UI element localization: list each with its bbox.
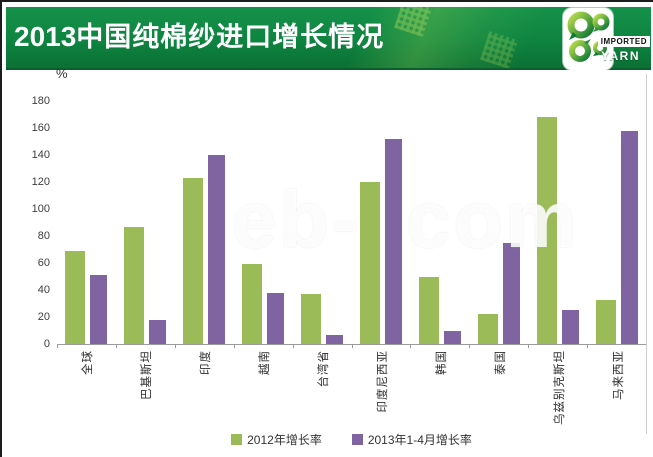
title-text: 中国纯棉纱进口增长情况 (76, 22, 385, 52)
bar-series-0 (418, 276, 439, 344)
bar-group: 印度 (175, 74, 234, 375)
legend-item: 2013年1-4月增长率 (351, 431, 472, 448)
bar-series-1 (90, 275, 108, 344)
bar-series-1 (561, 310, 579, 344)
y-tick-label: 60 (37, 257, 50, 270)
bar-series-1 (620, 130, 638, 344)
legend-item: 2012年增长率 (231, 431, 322, 448)
banner-stripe-decoration (291, 7, 591, 68)
bar-series-0 (301, 294, 322, 344)
legend-swatch-icon (351, 434, 363, 445)
x-category-label: 台湾省 (318, 350, 331, 388)
y-tick-label: 40 (37, 284, 50, 297)
bar-series-0 (477, 314, 498, 344)
bar-series-1 (208, 155, 226, 344)
bar-series-0 (595, 299, 616, 344)
imported-yarn-logo: IMPORTED YARN (563, 8, 650, 71)
x-category-label: 乌兹别克斯坦 (553, 350, 566, 425)
bar-series-0 (65, 250, 86, 344)
bar-group: 巴基斯坦 (116, 74, 175, 400)
axis-tick (233, 344, 235, 348)
axis-tick (174, 344, 176, 348)
y-tick-label: 140 (31, 149, 50, 162)
bar-group: 台湾省 (293, 74, 352, 388)
x-category-label: 韩国 (435, 350, 448, 375)
plot-groups: 全球 巴基斯坦 印度 越南 台湾省 印度尼西亚 韩国 泰国 乌兹别克斯坦 马来西亚 (57, 74, 646, 425)
y-axis-unit-label: % (56, 66, 68, 81)
y-tick-label: 120 (31, 176, 50, 189)
bar-series-1 (384, 139, 402, 344)
axis-tick (292, 344, 294, 348)
bar-series-1 (443, 330, 461, 344)
title-year: 2013 (14, 21, 77, 52)
bar-series-0 (124, 226, 145, 344)
logo-imported-label: IMPORTED (597, 36, 650, 47)
bar-group: 全球 (57, 74, 116, 375)
y-tick-label: 100 (31, 203, 50, 216)
x-category-label: 印度尼西亚 (376, 350, 389, 413)
logo-yarn-label: YARN (601, 49, 640, 63)
axis-tick (587, 344, 589, 348)
y-axis-labels: 0 20 40 60 80 100 120 140 160 180 (2, 74, 50, 350)
legend: 2012年增长率 2013年1-4月增长率 (57, 431, 646, 448)
axis-tick (528, 344, 530, 348)
bar-group: 乌兹别克斯坦 (528, 74, 587, 425)
bar-series-0 (242, 264, 263, 344)
axis-tick (351, 344, 353, 348)
page-title: 2013中国纯棉纱进口增长情况 (14, 7, 384, 66)
axis-tick (410, 344, 412, 348)
bar-series-0 (183, 178, 204, 344)
bar-series-0 (536, 117, 557, 344)
bar-group: 越南 (234, 74, 293, 375)
x-category-label: 越南 (259, 350, 272, 375)
legend-label: 2012年增长率 (247, 433, 322, 447)
x-axis-ticks (57, 344, 647, 348)
plot-area: 全球 巴基斯坦 印度 越南 台湾省 印度尼西亚 韩国 泰国 乌兹别克斯坦 马来西亚 (57, 74, 647, 425)
y-tick-label: 20 (37, 311, 50, 324)
bar-series-1 (149, 319, 167, 344)
bar-series-1 (267, 292, 285, 344)
bar-group: 韩国 (410, 74, 469, 375)
x-category-label: 马来西亚 (612, 350, 625, 400)
bar-group: 泰国 (469, 74, 528, 375)
header-banner: 2013中国纯棉纱进口增长情况 (6, 7, 651, 70)
x-category-label: 巴基斯坦 (141, 350, 154, 400)
bar-series-1 (502, 242, 520, 344)
y-tick-label: 0 (43, 338, 50, 350)
bar-group: 印度尼西亚 (352, 74, 411, 413)
x-category-label: 印度 (200, 350, 213, 375)
axis-tick (469, 344, 471, 348)
y-tick-label: 180 (31, 95, 50, 108)
x-category-label: 全球 (82, 350, 95, 375)
legend-swatch-icon (231, 434, 243, 445)
axis-tick (115, 344, 117, 348)
bar-series-1 (326, 334, 344, 344)
chart-right-border (646, 344, 647, 434)
y-tick-label: 80 (37, 230, 50, 243)
bar-series-0 (359, 182, 380, 344)
bar-group: 马来西亚 (587, 74, 646, 400)
axis-tick (57, 344, 58, 348)
y-tick-label: 160 (31, 122, 50, 135)
legend-label: 2013年1-4月增长率 (367, 433, 472, 447)
x-category-label: 泰国 (494, 350, 507, 375)
